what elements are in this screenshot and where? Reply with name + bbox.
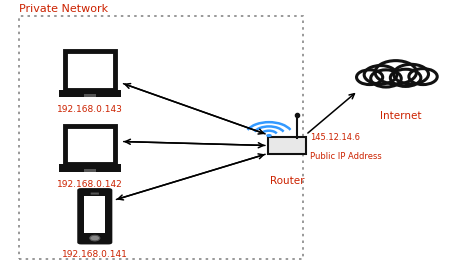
Text: Router: Router: [270, 176, 304, 186]
Text: 145.12.14.6: 145.12.14.6: [310, 132, 360, 142]
Text: 192.168.0.141: 192.168.0.141: [62, 250, 128, 259]
Circle shape: [390, 69, 421, 87]
Text: Public IP Address: Public IP Address: [310, 152, 382, 161]
Circle shape: [393, 64, 428, 84]
Circle shape: [375, 61, 417, 84]
FancyBboxPatch shape: [84, 169, 96, 172]
FancyBboxPatch shape: [267, 137, 306, 154]
Circle shape: [364, 66, 397, 84]
FancyBboxPatch shape: [65, 126, 115, 164]
FancyBboxPatch shape: [59, 90, 121, 97]
FancyBboxPatch shape: [59, 164, 121, 172]
Text: 192.168.0.142: 192.168.0.142: [57, 180, 123, 189]
FancyBboxPatch shape: [65, 52, 115, 90]
FancyBboxPatch shape: [84, 197, 105, 233]
Text: Private Network: Private Network: [19, 4, 108, 14]
Circle shape: [266, 134, 272, 137]
FancyBboxPatch shape: [77, 188, 112, 245]
Text: Internet: Internet: [380, 111, 421, 121]
Circle shape: [90, 235, 100, 241]
Circle shape: [356, 70, 383, 85]
Circle shape: [409, 69, 437, 85]
Circle shape: [371, 70, 401, 87]
Text: 192.168.0.143: 192.168.0.143: [57, 105, 123, 115]
FancyBboxPatch shape: [91, 193, 99, 195]
Bar: [19, 16, 303, 259]
FancyBboxPatch shape: [84, 94, 96, 97]
